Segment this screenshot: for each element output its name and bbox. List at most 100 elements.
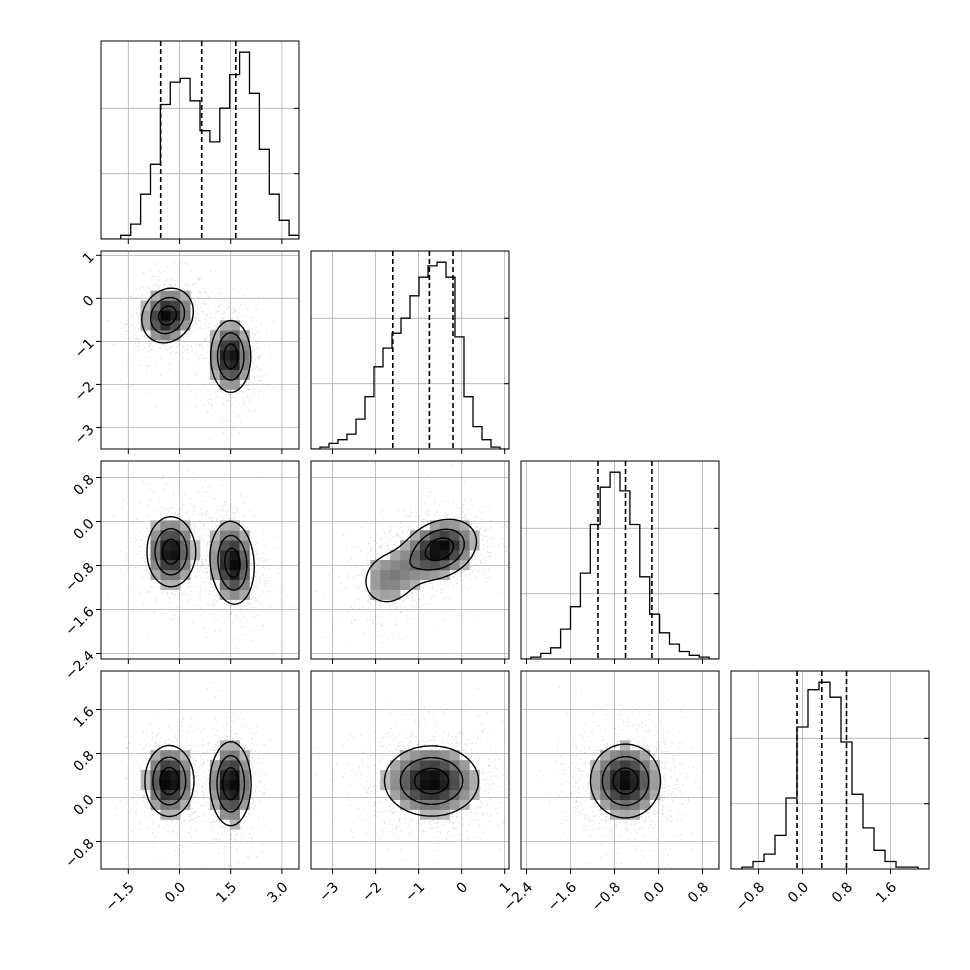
density-cell bbox=[229, 550, 240, 561]
contour-line bbox=[159, 766, 240, 801]
density-cell bbox=[150, 799, 161, 810]
contour-line bbox=[365, 518, 478, 603]
density-cell bbox=[219, 760, 230, 771]
density-cell bbox=[629, 760, 641, 771]
density-cell bbox=[439, 540, 450, 551]
density-cell bbox=[620, 779, 631, 791]
density-cell bbox=[229, 760, 240, 771]
density-cell bbox=[239, 540, 250, 551]
x-tick-label: 0.0 bbox=[641, 879, 668, 906]
density-cell bbox=[209, 770, 221, 781]
density-cell bbox=[209, 369, 221, 380]
density-cell bbox=[229, 789, 240, 800]
density-cell bbox=[170, 300, 181, 311]
density-cell bbox=[370, 589, 381, 600]
density-cell bbox=[180, 310, 191, 321]
density-cell bbox=[620, 760, 631, 771]
density-cell bbox=[170, 330, 181, 341]
density-cell bbox=[449, 520, 460, 531]
histogram-step bbox=[521, 471, 719, 659]
density-1-0 bbox=[107, 261, 275, 449]
density-cell bbox=[639, 779, 650, 791]
density-3-2 bbox=[540, 686, 705, 866]
density-cell bbox=[419, 540, 431, 551]
contour-line bbox=[413, 767, 450, 795]
density-cell bbox=[380, 579, 391, 590]
density-cell bbox=[160, 770, 171, 781]
density-cell bbox=[160, 550, 171, 561]
density-cell bbox=[180, 569, 191, 581]
x-tick-label: 1.6 bbox=[873, 879, 900, 906]
density-cell bbox=[239, 569, 250, 581]
contour-line bbox=[409, 528, 465, 571]
density-cell bbox=[629, 750, 641, 761]
histogram-step bbox=[731, 681, 929, 869]
density-cell bbox=[419, 530, 431, 541]
density-cell bbox=[170, 569, 181, 581]
density-cell bbox=[449, 530, 460, 541]
density-cell bbox=[219, 350, 230, 361]
density-cell bbox=[600, 750, 611, 761]
density-cell bbox=[649, 779, 660, 791]
density-cell bbox=[390, 770, 401, 781]
density-cell bbox=[180, 799, 191, 810]
density-cell bbox=[170, 520, 181, 531]
density-cell bbox=[229, 770, 240, 781]
density-cell bbox=[160, 290, 171, 301]
density-cell bbox=[239, 340, 250, 351]
x-tick-label: 3.0 bbox=[264, 879, 291, 906]
y-tick-label: 1 bbox=[80, 250, 98, 268]
contour-line bbox=[154, 527, 248, 591]
density-2-1 bbox=[315, 464, 509, 652]
density-cell bbox=[620, 740, 631, 751]
density-cell bbox=[229, 569, 240, 581]
density-cell bbox=[219, 340, 230, 351]
density-cell bbox=[610, 789, 621, 800]
x-tick-label: 0.8 bbox=[829, 879, 856, 906]
histogram-panel-0 bbox=[100, 40, 300, 244]
density-cell bbox=[620, 770, 631, 781]
density-cell bbox=[629, 770, 641, 781]
density-cell bbox=[380, 589, 391, 600]
density-cell bbox=[600, 770, 611, 781]
density-3-1 bbox=[313, 687, 508, 866]
density-cell bbox=[400, 540, 411, 551]
density-cell bbox=[160, 540, 171, 551]
panel-frame bbox=[520, 460, 720, 660]
density-cell bbox=[620, 750, 631, 761]
density-cell bbox=[469, 540, 480, 551]
density-cell bbox=[219, 750, 230, 761]
density-cell bbox=[160, 520, 171, 531]
density-cell bbox=[380, 569, 391, 581]
density-cell bbox=[219, 520, 230, 531]
density-cell bbox=[229, 359, 240, 371]
y-tick-label: −0.8 bbox=[62, 836, 97, 871]
density-cell bbox=[170, 560, 181, 571]
density-cell bbox=[419, 779, 431, 791]
density-cell bbox=[160, 569, 171, 581]
density-cell bbox=[160, 300, 171, 311]
density-cell bbox=[180, 560, 191, 571]
contour-line bbox=[612, 767, 639, 795]
density-cell bbox=[239, 530, 250, 541]
density-cell bbox=[209, 359, 221, 371]
density-cell bbox=[610, 799, 621, 810]
density-cell bbox=[219, 379, 230, 390]
density-cell bbox=[150, 760, 161, 771]
x-tick-label: −1.5 bbox=[103, 879, 138, 914]
density-cell bbox=[150, 310, 161, 321]
density-cell bbox=[400, 550, 411, 561]
contour-line bbox=[144, 741, 252, 827]
x-tick-label: 0.0 bbox=[785, 879, 812, 906]
density-cell bbox=[170, 579, 181, 590]
density-cell bbox=[600, 779, 611, 791]
density-cell bbox=[419, 799, 431, 810]
density-cell bbox=[439, 560, 450, 571]
density-cell bbox=[410, 760, 421, 771]
density-cell bbox=[649, 760, 660, 771]
density-cell bbox=[219, 799, 230, 810]
density-cell bbox=[150, 560, 161, 571]
density-cell bbox=[150, 290, 161, 301]
density-panel-2-0: −2.4 −1.6 −0.8 0.0 0.8 bbox=[62, 460, 300, 683]
density-cell bbox=[239, 760, 250, 771]
